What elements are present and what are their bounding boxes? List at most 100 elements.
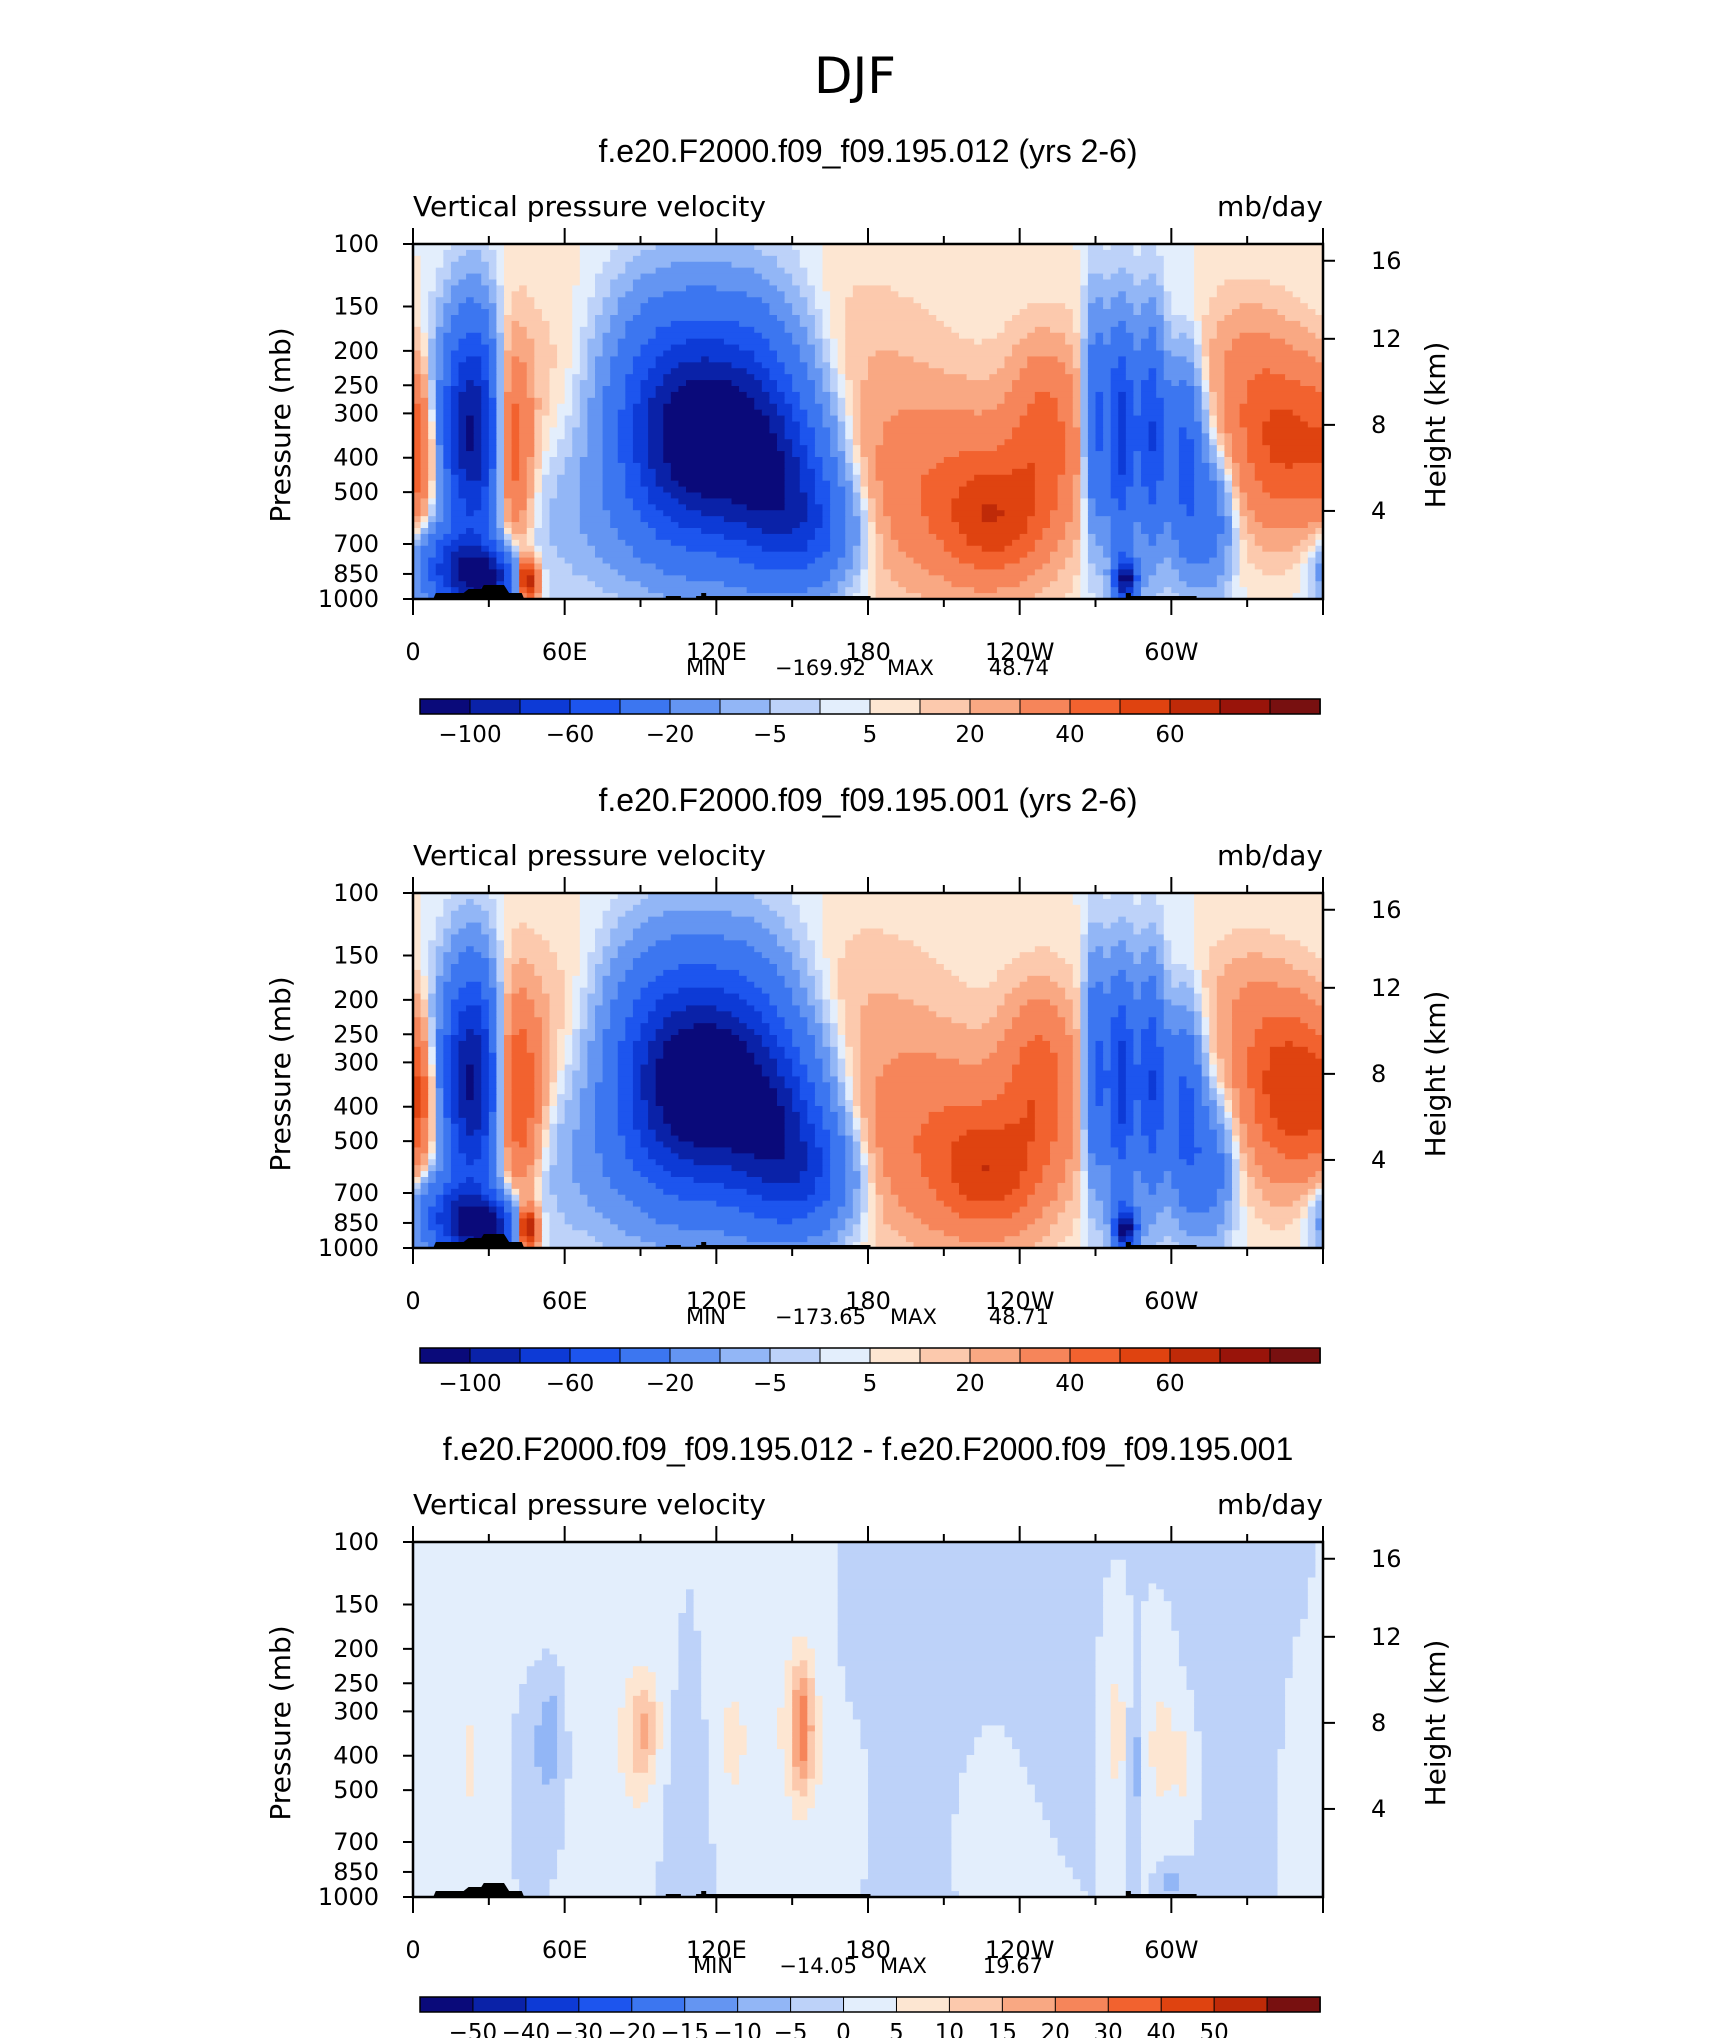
- contour-cell: [428, 1111, 437, 1119]
- contour-cell: [830, 403, 839, 411]
- contour-cell: [761, 380, 778, 387]
- contour-cell: [511, 451, 520, 458]
- contour-cell: [541, 421, 558, 429]
- contour-cell: [541, 1111, 551, 1119]
- contour-cell: [814, 946, 824, 953]
- contour-cell: [1209, 368, 1226, 375]
- contour-cell: [413, 338, 422, 346]
- contour-cell: [1156, 273, 1165, 281]
- contour-cell: [830, 1046, 839, 1054]
- contour-cell: [625, 1147, 649, 1154]
- contour-cell: [1201, 315, 1226, 322]
- contour-cell: [777, 964, 793, 971]
- contour-cell: [1232, 569, 1241, 576]
- contour-cell: [1194, 409, 1203, 417]
- contour-cell: [928, 522, 960, 529]
- contour-cell: [868, 1171, 877, 1178]
- contour-cell: [1095, 391, 1104, 399]
- contour-cell: [1178, 1094, 1195, 1101]
- contour-cell: [428, 350, 437, 358]
- contour-cell: [1201, 451, 1210, 458]
- contour-cell: [1156, 987, 1165, 995]
- contour-cell: [458, 445, 467, 452]
- contour-cell: [1209, 415, 1218, 423]
- contour-cell: [496, 987, 505, 995]
- contour-cell: [830, 344, 839, 352]
- contour-cell: [625, 1035, 642, 1042]
- contour-cell: [1307, 1046, 1324, 1054]
- contour-cell: [1080, 1129, 1089, 1137]
- contour-cell: [837, 1023, 846, 1030]
- contour-cell: [488, 922, 498, 930]
- contour-cell: [875, 498, 884, 505]
- contour-cell: [761, 528, 793, 535]
- contour-cell: [526, 510, 535, 517]
- contour-cell: [1186, 427, 1203, 434]
- contour-cell: [428, 1035, 437, 1042]
- contour-cell: [1095, 1064, 1104, 1072]
- contour-cell: [488, 457, 498, 464]
- contour-cell: [822, 261, 1081, 269]
- contour-cell: [814, 1017, 824, 1024]
- contour-cell: [549, 1147, 558, 1154]
- contour-cell: [648, 368, 672, 375]
- contour-cell: [504, 1005, 513, 1012]
- contour-cell: [670, 1171, 748, 1178]
- contour-cell: [541, 445, 551, 452]
- contour-cell: [458, 987, 482, 995]
- contour-cell: [595, 987, 604, 995]
- contour-cell: [860, 1023, 968, 1030]
- contour-cell: [1110, 545, 1135, 553]
- contour-cell: [625, 374, 649, 381]
- contour-cell: [1254, 1153, 1286, 1160]
- contour-cell: [428, 451, 437, 458]
- contour-cell: [1216, 1005, 1233, 1012]
- contour-cell: [496, 457, 505, 464]
- contour-cell: [1148, 1182, 1157, 1190]
- contour-cell: [1224, 315, 1286, 322]
- contour-cell: [860, 928, 884, 936]
- contour-cell: [1080, 291, 1089, 298]
- contour-cell: [526, 533, 535, 541]
- contour-cell: [1201, 350, 1210, 358]
- contour-cell: [458, 439, 467, 446]
- contour-cell: [587, 415, 604, 423]
- contour-cell: [595, 1005, 611, 1012]
- contour-cell: [731, 261, 778, 269]
- contour-cell: [1163, 1011, 1195, 1018]
- contour-cell: [792, 403, 801, 411]
- contour-cell: [1194, 981, 1203, 989]
- contour-cell: [413, 557, 422, 565]
- contour-cell: [1232, 958, 1286, 965]
- contour-cell: [1201, 338, 1210, 346]
- contour-cell: [435, 492, 444, 500]
- contour-cell: [1087, 993, 1135, 1001]
- contour-cell: [1209, 1094, 1218, 1101]
- contour-cell: [420, 1088, 429, 1095]
- contour-cell: [435, 1058, 444, 1066]
- contour-cell: [481, 362, 490, 369]
- contour-cell: [686, 285, 717, 292]
- contour-cell: [1209, 1106, 1218, 1113]
- contour-cell: [655, 474, 672, 482]
- contour-cell: [511, 1171, 528, 1178]
- contour-cell: [686, 338, 725, 346]
- y2-axis-label: Height (km): [1419, 342, 1452, 509]
- contour-cell: [602, 587, 649, 594]
- contour-cell: [625, 1023, 642, 1030]
- contour-cell: [579, 1100, 596, 1107]
- contour-cell: [822, 1165, 831, 1172]
- contour-cell: [1118, 391, 1127, 399]
- contour-cell: [1224, 356, 1317, 363]
- contour-cell: [587, 1023, 596, 1030]
- contour-cell: [610, 315, 634, 322]
- contour-cell: [481, 533, 490, 541]
- contour-cell: [784, 946, 801, 953]
- contour-cell: [1133, 451, 1142, 458]
- contour-cell: [845, 1182, 862, 1190]
- contour-cell: [1300, 551, 1309, 559]
- contour-cell: [572, 1165, 604, 1172]
- contour-cell: [1224, 1094, 1233, 1101]
- contour-cell: [883, 551, 907, 559]
- contour-cell: [814, 1046, 831, 1054]
